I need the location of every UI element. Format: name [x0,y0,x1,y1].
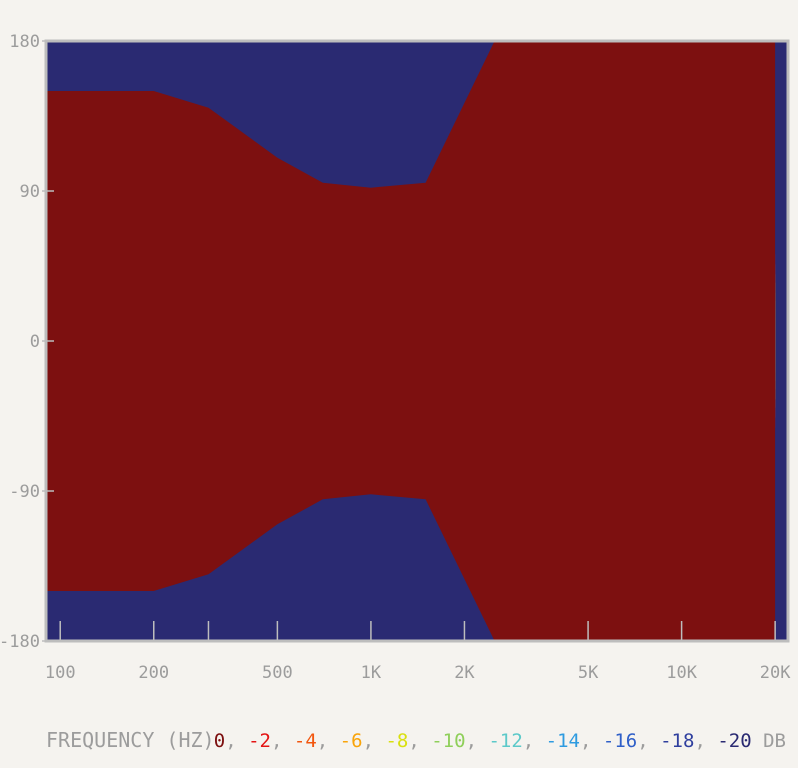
x-tick-label: 10K [666,663,697,683]
legend-separator: , [580,730,603,752]
legend-level: -6 [340,730,363,752]
contour-band-0 [46,41,776,641]
y-axis: 180 90 0 -90 -180 [0,32,54,652]
legend-level: -4 [294,730,317,752]
legend-separator: , [637,730,660,752]
legend-separator: , [408,730,431,752]
legend-level: -12 [488,730,522,752]
legend-level: -20 [717,730,751,752]
legend-separator: , [317,730,340,752]
legend-unit: DB [763,730,786,752]
legend-level: 0 [214,730,225,752]
x-tick-label: 20K [760,663,791,683]
legend-separator: , [363,730,386,752]
legend-level: -18 [660,730,694,752]
y-tick-label: -180 [0,632,40,652]
legend-level: -14 [546,730,580,752]
legend-separator: , [523,730,546,752]
contour-bands [46,41,776,641]
legend-separator: , [271,730,294,752]
y-tick-label: 180 [9,32,40,52]
x-tick-label: 200 [138,663,169,683]
legend-level: -16 [603,730,637,752]
legend-separator: , [694,730,717,752]
x-tick-label: 100 [45,663,76,683]
y-tick-label: 90 [20,182,40,202]
x-axis: 100 200 500 1K 2K 5K 10K 20K [45,621,791,683]
x-axis-label: FREQUENCY (HZ) [46,728,215,752]
y-tick-label: 0 [30,332,40,352]
legend-level: -10 [431,730,465,752]
y-tick-label: -90 [9,482,40,502]
x-tick-label: 5K [578,663,599,683]
legend-separator [752,730,763,752]
legend-level: -2 [248,730,271,752]
legend-separator: , [466,730,489,752]
x-tick-label: 2K [454,663,475,683]
legend-level: -8 [385,730,408,752]
x-tick-label: 500 [262,663,293,683]
level-legend: 0, -2, -4, -6, -8, -10, -12, -14, -16, -… [214,730,786,752]
x-tick-label: 1K [361,663,382,683]
legend-separator: , [225,730,248,752]
